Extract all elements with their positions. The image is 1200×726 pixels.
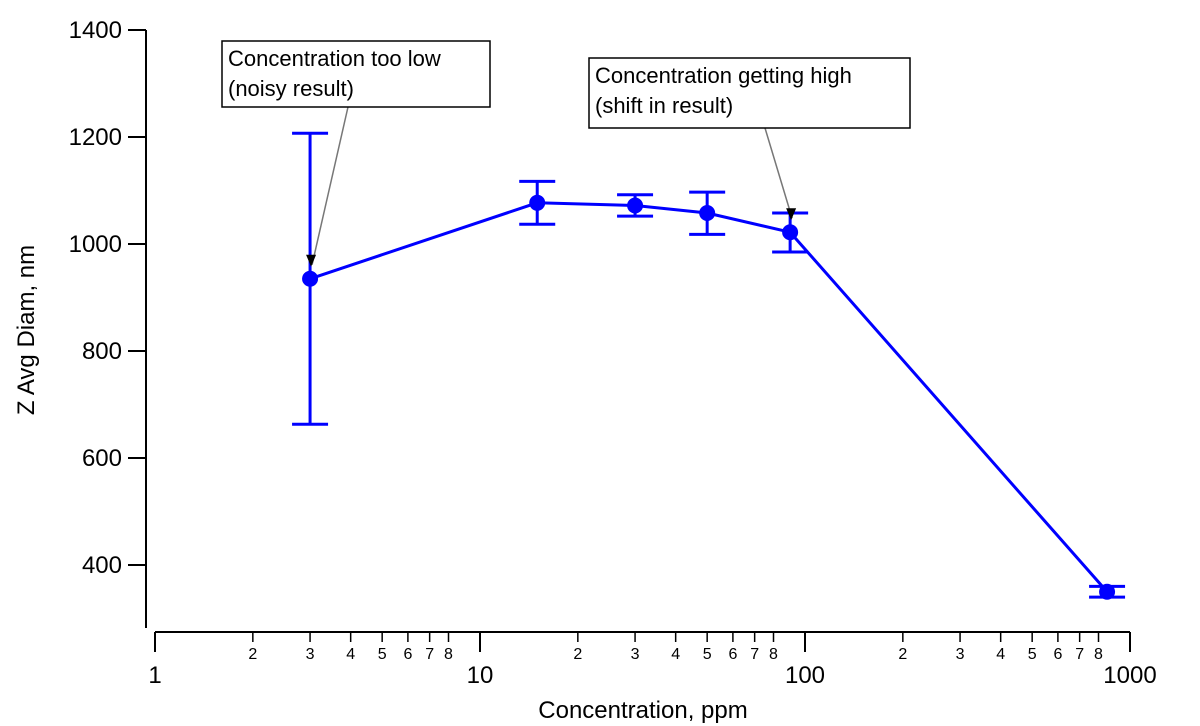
x-minor-tick-label: 2	[573, 646, 582, 663]
x-minor-tick-label: 7	[1075, 646, 1084, 663]
data-point	[302, 270, 319, 287]
y-tick-label: 600	[82, 445, 122, 472]
annotation-box	[221, 40, 491, 108]
data-point	[782, 224, 799, 241]
annotation-arrowhead	[306, 254, 317, 267]
x-major-tick-label: 1	[148, 662, 161, 689]
x-minor-tick-label: 3	[956, 646, 965, 663]
data-point	[529, 194, 546, 211]
x-minor-tick-label: 8	[444, 646, 453, 663]
annotation-text: Concentration too low	[228, 46, 441, 71]
x-major-tick-label: 10	[467, 662, 494, 689]
x-minor-tick-label: 4	[996, 646, 1005, 663]
y-ticks: 400 600 800 1000 1200 1400	[69, 17, 146, 579]
series-line	[309, 201, 1109, 593]
y-tick-label: 1400	[69, 17, 122, 44]
y-tick-label: 1000	[69, 231, 122, 258]
x-minor-tick-label: 2	[248, 646, 257, 663]
x-axis-title: Concentration, ppm	[538, 697, 747, 724]
x-minor-tick-label: 3	[306, 646, 315, 663]
x-minor-tick-label: 7	[750, 646, 759, 663]
x-major-tick-label: 1000	[1103, 662, 1156, 689]
annotations: Concentration too low (noisy result) Conce…	[221, 40, 911, 267]
x-minor-tick-label: 4	[671, 646, 680, 663]
y-tick-label: 400	[82, 552, 122, 579]
x-minor-tick-label: 5	[703, 646, 712, 663]
x-minor-tick-label: 3	[631, 646, 640, 663]
annotation-text: (noisy result)	[228, 76, 354, 101]
y-tick-label: 1200	[69, 124, 122, 151]
x-minor-tick-label: 2	[898, 646, 907, 663]
annotation-box	[588, 57, 911, 129]
data-point	[699, 204, 716, 221]
x-minor-tick-label: 4	[346, 646, 355, 663]
data-point	[627, 197, 644, 214]
data-point	[1099, 583, 1116, 600]
x-minor-tick-label: 8	[769, 646, 778, 663]
annotation-leader-line	[311, 106, 349, 265]
x-minor-tick-label: 8	[1094, 646, 1103, 663]
x-minor-tick-label: 7	[425, 646, 434, 663]
x-minor-tick-label: 6	[403, 646, 412, 663]
x-minor-tick-label: 5	[378, 646, 387, 663]
annotation-arrowhead	[786, 208, 797, 221]
x-major-tick-label: 100	[785, 662, 825, 689]
annotation-leader-line	[764, 127, 793, 219]
y-tick-label: 800	[82, 338, 122, 365]
plot-area	[292, 131, 1126, 600]
x-minor-tick-label: 6	[728, 646, 737, 663]
annotation-text: Concentration getting high	[595, 63, 852, 88]
y-axis-title: Z Avg Diam, nm	[13, 245, 40, 415]
annotation-text: (shift in result)	[595, 93, 733, 118]
x-minor-tick-label: 6	[1053, 646, 1062, 663]
x-minor-tick-label: 5	[1028, 646, 1037, 663]
